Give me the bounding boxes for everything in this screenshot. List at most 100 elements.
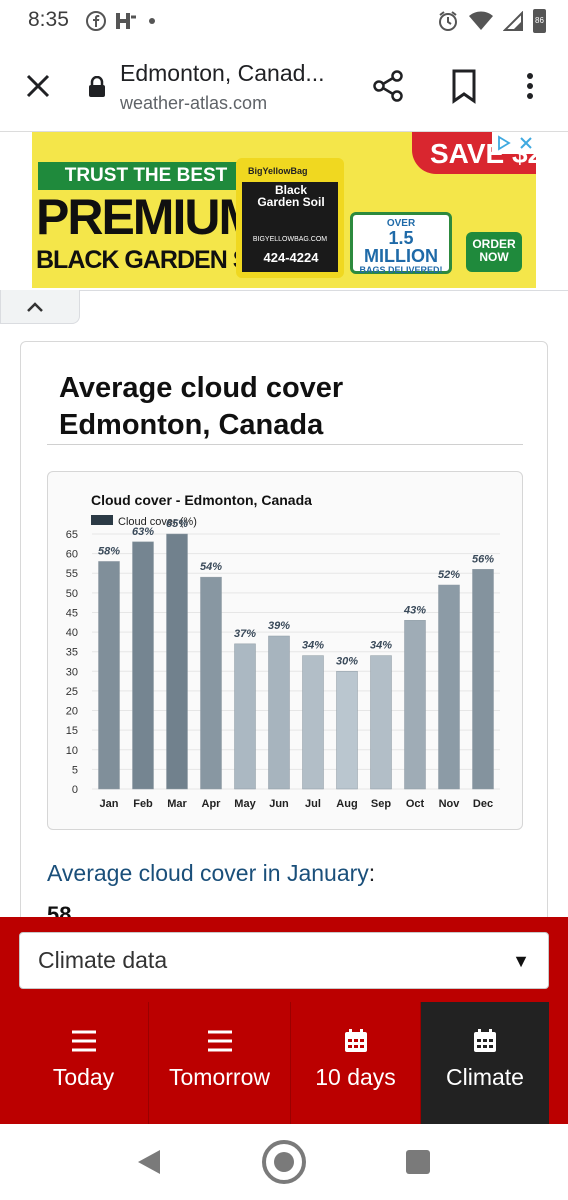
bar-apr [200,576,222,790]
divider [80,290,568,291]
close-icon[interactable] [22,70,54,102]
h-app-icon [116,13,136,29]
data-label: 65% [166,518,188,530]
y-tick-label: 60 [66,549,78,561]
y-tick-label: 50 [66,588,78,600]
recents-icon[interactable] [406,1150,430,1174]
ad-headline: PREMIUM [36,189,260,245]
collapse-ad-button[interactable] [0,290,80,324]
page-url[interactable]: weather-atlas.com [120,93,268,113]
signal-icon [503,11,523,31]
x-tick-label: Apr [202,798,222,810]
x-tick-label: Nov [439,798,461,810]
calendar-icon [344,1029,367,1052]
avg-cloud-colon: : [368,860,376,886]
bar-mar [166,533,188,790]
y-tick-label: 5 [72,764,78,776]
y-tick-label: 45 [66,607,78,619]
tab-climate[interactable]: Climate [421,1002,549,1124]
bar-nov [438,584,460,790]
bar-sep [370,655,392,790]
ad-bag-brand: BigYellowBag [248,166,308,176]
bar-oct [404,620,426,790]
forecast-tabs: Today Tomorrow 10 days Climate [19,1002,549,1124]
y-tick-label: 0 [72,784,78,796]
bar-aug [336,671,358,790]
home-icon[interactable] [262,1140,306,1184]
ad-bag-title: Black Garden Soil [257,183,325,209]
tab-10-days[interactable]: 10 days [291,1002,421,1124]
menu-icon [71,1030,96,1052]
dropdown-arrow-icon[interactable]: ▼ [512,951,530,971]
tab-10-days-label: 10 days [315,1064,396,1090]
y-tick-label: 20 [66,706,78,718]
bar-jul [302,655,324,790]
data-label: 63% [132,526,154,538]
tab-today[interactable]: Today [19,1002,149,1124]
y-tick-label: 55 [66,568,78,580]
data-label: 37% [234,628,256,640]
bar-feb [132,541,154,790]
data-label: 34% [370,640,392,652]
legend-label: Cloud cover (%) [118,516,197,528]
ad-product-image: BigYellowBag Black Garden Soil BIGYELLOW… [236,158,344,278]
divider [47,444,523,445]
ad-trust-label: TRUST THE BEST [38,162,254,190]
status-bar: 8:35 86 [0,0,568,42]
x-tick-label: Aug [336,798,357,810]
bar-jan [98,561,120,790]
x-tick-label: Jun [269,798,289,810]
alarm-icon [439,11,457,31]
menu-icon [207,1030,232,1052]
bar-may [234,643,256,790]
tab-climate-label: Climate [446,1064,524,1090]
page-title[interactable]: Edmonton, Canad... [120,60,325,86]
adchoices-icon[interactable] [496,135,512,151]
battery-icon: 86 [533,9,546,33]
share-icon[interactable] [370,68,406,104]
wifi-icon [469,11,493,30]
data-label: 39% [268,620,290,632]
tab-tomorrow[interactable]: Tomorrow [149,1002,291,1124]
y-tick-label: 35 [66,647,78,659]
ad-over: OVER [386,218,416,229]
status-time: 8:35 [28,8,69,31]
card-title: Average cloud cover Edmonton, Canada [59,370,529,444]
x-tick-label: Dec [473,798,493,810]
y-tick-label: 10 [66,745,78,757]
y-tick-label: 15 [66,725,78,737]
data-label: 52% [438,569,460,581]
bottom-nav-panel: Climate data ▼ Today Tomorrow 10 days Cl… [0,917,568,1124]
close-icon[interactable] [519,136,533,150]
ad-bag-phone: 424-4224 [263,250,319,265]
ad-banner[interactable]: SAVE $20 TRUST THE BEST PREMIUM BLACK GA… [32,132,536,288]
x-tick-label: Jul [305,798,321,810]
avg-cloud-label: Average cloud cover in January [47,860,369,886]
chart-svg: Cloud cover - Edmonton, Canada Cloud cov… [66,492,500,810]
avg-cloud-heading: Average cloud cover in January: [47,860,375,887]
y-tick-label: 40 [66,627,78,639]
bar-jun [268,635,290,790]
back-icon[interactable] [136,1148,162,1176]
x-tick-label: May [234,798,256,810]
x-tick-label: Feb [133,798,153,810]
cloud-cover-card: Average cloud cover Edmonton, Canada Clo… [20,341,548,941]
x-tick-label: Oct [406,798,425,810]
lock-icon [89,76,105,97]
select-value: Climate data [38,947,168,973]
card-title-line1: Average cloud cover [59,372,344,404]
chevron-up-icon[interactable] [26,301,44,313]
more-menu-icon[interactable] [518,68,542,104]
browser-toolbar: Edmonton, Canad... weather-atlas.com [0,42,568,132]
data-label: 43% [403,604,426,616]
ad-order-button[interactable]: ORDER NOW [466,232,522,272]
data-label: 56% [472,553,494,565]
card-title-line2: Edmonton, Canada [59,409,324,441]
bookmark-icon[interactable] [448,68,480,104]
ad-choices[interactable] [492,132,536,154]
y-tick-label: 30 [66,666,78,678]
climate-data-select[interactable]: Climate data ▼ [19,932,549,989]
x-tick-label: Sep [371,798,391,810]
tab-today-label: Today [52,1064,115,1090]
calendar-icon [474,1029,496,1052]
